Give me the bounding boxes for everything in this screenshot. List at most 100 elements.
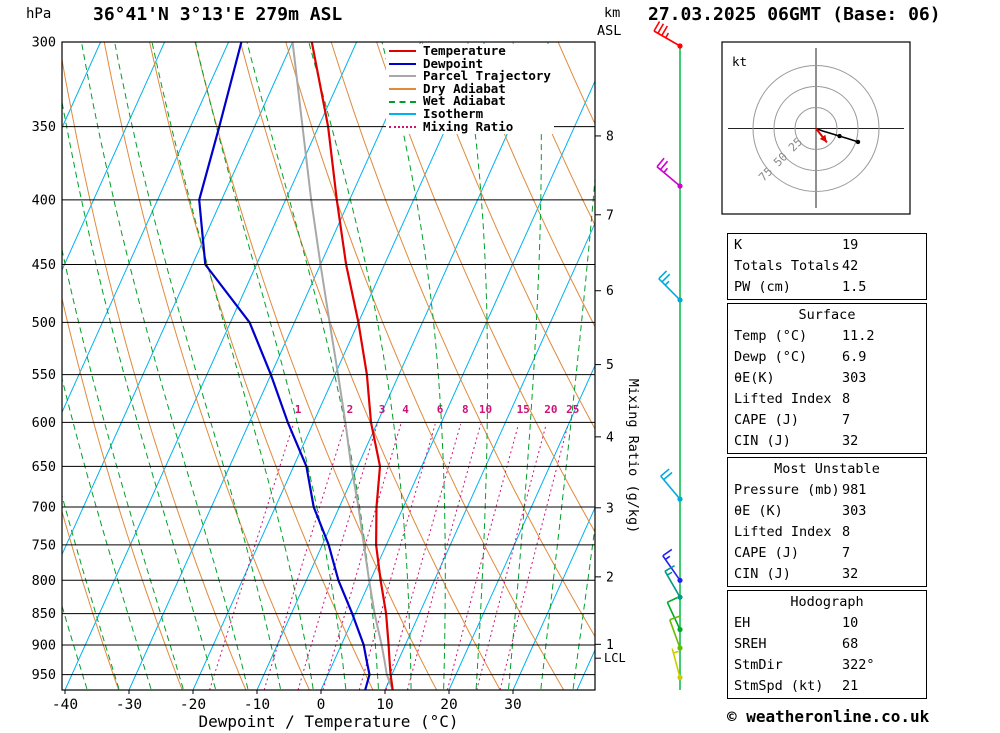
- dry-adiabat-line: [62, 296, 183, 690]
- wind-barb: [656, 157, 683, 189]
- dry-adiabat-line: [62, 56, 247, 690]
- skewt-plot-area: [62, 42, 595, 690]
- km-tick-label: 5: [606, 358, 614, 373]
- wind-barb-feather: [669, 615, 681, 621]
- dry-adiabat-line: [239, 42, 501, 690]
- table-row-label: K: [734, 237, 743, 253]
- temp-tick-label: 20: [440, 697, 457, 713]
- isotherm-line: [62, 42, 294, 556]
- table-row-label: CIN (J): [734, 433, 791, 449]
- wet-adiabat-line: [81, 42, 249, 690]
- table-row-value: 981: [842, 482, 867, 498]
- wind-barb-shaft: [656, 166, 681, 187]
- chart-legend: Temperature Dewpoint Parcel Trajectory Dry …: [386, 43, 554, 135]
- copyright: © weatheronline.co.uk: [727, 707, 930, 726]
- legend-label: Wet Adiabat: [423, 93, 506, 109]
- parcel-trajectory-curve: [291, 42, 394, 690]
- mixing-ratio-label: 6: [437, 403, 444, 416]
- isotherm-line: [512, 506, 595, 690]
- wind-barb-shaft: [668, 619, 681, 649]
- stats-table-most-unstable: Most Unstable Pressure (mb) 981 θE (K) 303 Li…: [727, 457, 927, 587]
- legend-swatch: [389, 62, 416, 65]
- table-row-value: 42: [842, 258, 859, 274]
- plot-border: [61, 41, 596, 691]
- table-row: θE(K) 303: [728, 368, 926, 389]
- legend-swatch: [389, 75, 416, 78]
- temperature-axis-label: Dewpoint / Temperature (°C): [198, 712, 459, 731]
- pressure-tick-label: 350: [32, 119, 56, 135]
- altitude-axis-unit: km ASL: [597, 4, 621, 40]
- legend-item-temperature: Temperature: [389, 43, 551, 58]
- wind-barb-feather: [660, 468, 670, 477]
- hodograph-trace-dot: [855, 139, 861, 145]
- table-row: Dewp (°C) 6.9: [728, 347, 926, 368]
- legend-label: Parcel Trajectory: [423, 68, 551, 84]
- wind-barb: [653, 21, 683, 49]
- table-row-label: StmSpd (kt): [734, 678, 824, 694]
- isotherm-line: [62, 42, 230, 414]
- dry-adiabat-line: [421, 42, 595, 430]
- dry-adiabat-line: [194, 42, 438, 690]
- station-title: 36°41'N 3°13'E 279m ASL: [93, 4, 343, 25]
- wind-barb: [664, 565, 683, 600]
- mixing-ratio-label: 20: [544, 403, 557, 416]
- table-row: SREH 68: [728, 634, 926, 655]
- wet-adiabat-line: [62, 493, 120, 690]
- table-row-label: Totals Totals: [734, 258, 840, 274]
- mixing-ratio-line: [446, 424, 519, 690]
- wind-barb-feather: [657, 23, 665, 34]
- table-row-label: CIN (J): [734, 566, 791, 582]
- isotherm-line: [192, 42, 486, 690]
- pressure-tick-label: 650: [32, 459, 56, 475]
- pressure-tick-label: 800: [32, 573, 56, 589]
- wet-adiabat-line: [62, 604, 88, 690]
- table-row: Totals Totals 42: [728, 256, 926, 277]
- isotherm-line: [62, 42, 102, 129]
- temp-axis: -40 -30 -20 -10 0 10 20 30: [52, 690, 522, 713]
- wind-barb: [668, 615, 683, 651]
- isotherm-line: [128, 42, 422, 690]
- mixing-ratio-line: [297, 424, 378, 690]
- table-row-value: 11.2: [842, 328, 875, 344]
- stats-table-surface: Surface Temp (°C) 11.2 Dewp (°C) 6.9 θE(K) 303…: [727, 303, 927, 454]
- legend-label: Temperature: [423, 43, 506, 58]
- table-row-value: 303: [842, 503, 867, 519]
- pressure-tick-label: 700: [32, 500, 56, 516]
- isotherm-grid: [62, 42, 595, 690]
- table-row-value: 10: [842, 615, 859, 631]
- km-tick-label: 6: [606, 284, 614, 299]
- table-row: StmSpd (kt) 21: [728, 676, 926, 697]
- legend-swatch: [389, 50, 416, 53]
- table-row-value: 32: [842, 566, 859, 582]
- km-label: km: [604, 5, 621, 21]
- wet-adiabat-line: [308, 42, 412, 689]
- wind-barb-half-feather: [666, 571, 673, 576]
- isotherm-line: [256, 42, 550, 690]
- wet-adiabat-line: [62, 376, 152, 690]
- wind-barb-shaft: [666, 601, 681, 630]
- table-row: EH 10: [728, 613, 926, 634]
- legend-item-dewpoint: Dewpoint: [389, 57, 551, 71]
- dry-adiabat-line: [285, 42, 565, 690]
- table-row-label: θE(K): [734, 370, 775, 386]
- mixing-ratio-grid: [209, 424, 569, 690]
- pressure-tick-label: 550: [32, 367, 56, 383]
- km-tick-label: 2: [606, 570, 614, 585]
- wind-barb-feather: [661, 25, 669, 36]
- stats-panel: K 19 Totals Totals 42 PW (cm) 1.5 Surface Temp …: [727, 233, 927, 702]
- pressure-tick-label: 750: [32, 537, 56, 553]
- table-row-value: 6.9: [842, 349, 867, 365]
- wind-barb-feather: [656, 157, 665, 168]
- wet-adiabat-line: [151, 42, 314, 689]
- pressure-tick-label: 600: [32, 415, 56, 431]
- wet-adiabat-line: [62, 247, 184, 690]
- temperature-curve: [310, 42, 394, 690]
- hodograph-ring: [794, 107, 838, 150]
- lcl-label: LCL: [604, 651, 626, 665]
- wet-adiabat-line: [572, 523, 595, 689]
- table-row-label: Lifted Index: [734, 524, 832, 540]
- wind-barb-feather: [664, 565, 675, 572]
- wind-barb-feather: [663, 471, 673, 481]
- pressure-tick-label: 850: [32, 606, 56, 622]
- table-row-label: EH: [734, 615, 751, 631]
